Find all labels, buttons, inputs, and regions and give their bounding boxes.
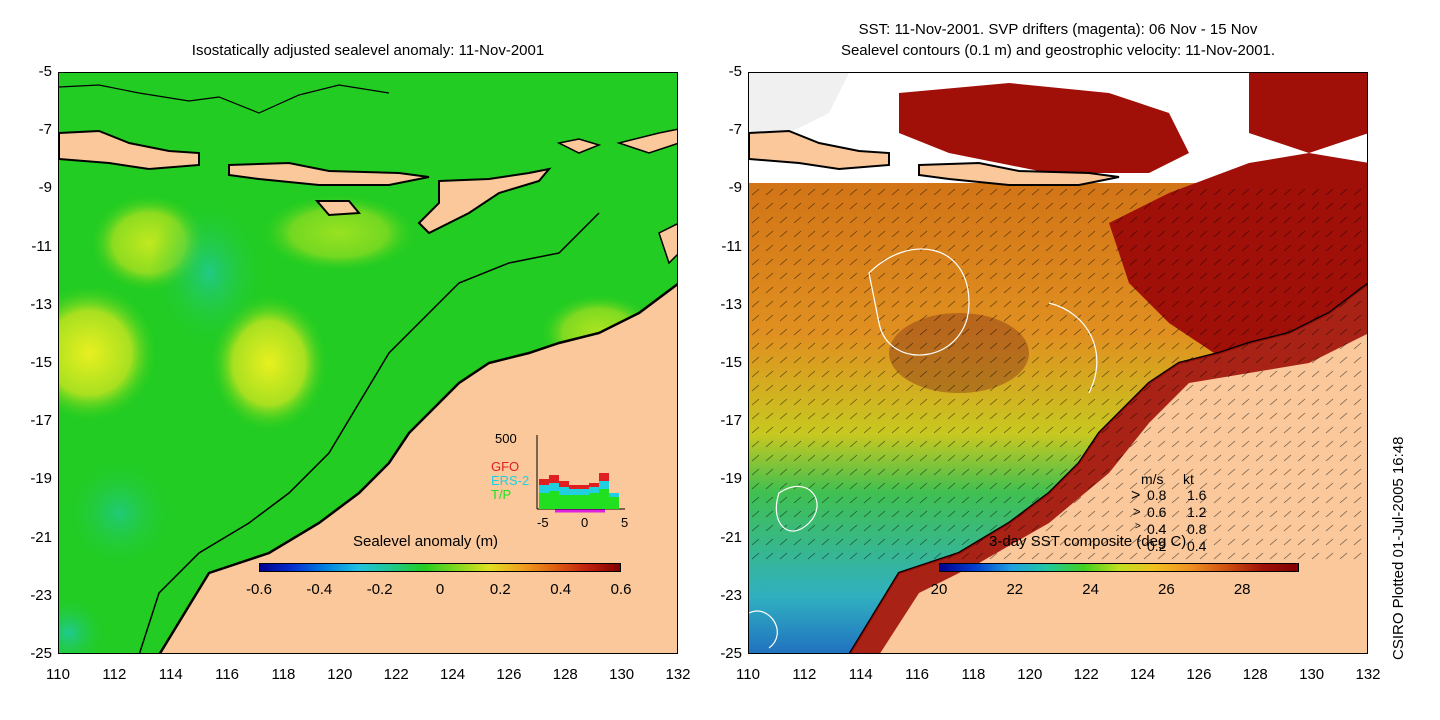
left-ytick-label: -9 (38, 179, 52, 197)
inset-legend-tp: T/P (491, 487, 512, 502)
left-ytick-label: -13 (30, 295, 52, 313)
left-panel-title: Isostatically adjusted sealevel anomaly:… (191, 42, 545, 59)
right-xtick-label: 126 (1186, 666, 1212, 683)
inset-histogram (536, 435, 625, 513)
right-xtick-label: 118 (961, 666, 986, 683)
right-colorbar (939, 563, 1299, 572)
left-ytick-label: -5 (38, 63, 52, 80)
sealevel-map-graphic (59, 73, 677, 653)
right-ytick-label: -9 (728, 179, 742, 197)
velocity-legend-kt: 1.6 (1187, 487, 1207, 503)
left-ytick-label: -7 (38, 121, 52, 139)
left-ytick-label: -17 (30, 412, 52, 430)
right-ytick-label: -25 (720, 645, 742, 662)
inset-ymax-label: 500 (495, 431, 517, 446)
left-xtick-label: 130 (609, 666, 635, 683)
velocity-legend-ms: 0.8 (1147, 487, 1167, 503)
right-xtick-label: 120 (1017, 666, 1043, 683)
velocity-legend-arrow-icon: > (1137, 538, 1142, 545)
right-ytick-label: -23 (720, 586, 742, 604)
left-xtick-label: 126 (496, 666, 522, 683)
left-colorbar-title: Sealevel anomaly (m) (353, 533, 499, 550)
right-ytick-label: -17 (720, 412, 742, 430)
left-xtick-label: 128 (552, 666, 578, 683)
right-xtick-label: 130 (1299, 666, 1325, 683)
left-ytick-label: -15 (30, 354, 52, 371)
velocity-legend-arrow-icon: > (1133, 504, 1141, 519)
left-colorbar-tick: 0.6 (610, 581, 632, 598)
left-colorbar-tick: 0 (435, 581, 445, 598)
right-xtick-label: 110 (736, 666, 760, 683)
right-xtick-label: 122 (1073, 666, 1099, 683)
velocity-legend-arrow-icon: > (1135, 521, 1141, 532)
velocity-legend-header-ms: m/s (1141, 471, 1164, 487)
left-xtick-label: 120 (327, 666, 353, 683)
right-panel-title-line1: SST: 11-Nov-2001. SVP drifters (magenta)… (858, 21, 1258, 38)
left-colorbar-tick: -0.6 (246, 581, 272, 598)
left-ytick-label: -23 (30, 586, 52, 604)
left-colorbar-tick: 0.4 (550, 581, 572, 598)
velocity-legend-arrow-icon: > (1131, 487, 1141, 504)
left-xtick-label: 114 (158, 666, 183, 683)
right-ytick-label: -13 (720, 295, 742, 313)
right-colorbar-tick: 22 (1006, 581, 1024, 598)
right-ytick-label: -19 (720, 470, 742, 488)
left-xtick-label: 116 (215, 666, 240, 683)
velocity-legend-kt: 0.4 (1187, 538, 1207, 554)
velocity-legend-ms: 0.6 (1147, 504, 1167, 520)
inset-legend-ers2: ERS-2 (491, 473, 530, 488)
right-colorbar-title: 3-day SST composite (deg C) (989, 533, 1187, 550)
left-xtick-label: 122 (383, 666, 409, 683)
right-xtick-label: 124 (1130, 666, 1156, 683)
right-xtick-label: 128 (1242, 666, 1268, 683)
left-colorbar-tick: -0.2 (366, 581, 393, 598)
velocity-legend-kt: 1.2 (1187, 504, 1207, 520)
left-xtick-label: 110 (46, 666, 70, 683)
velocity-legend: m/s kt >0.8 1.6 >0.6 1.2 >0.4 0.8 >0.2 0.4 (1127, 471, 1247, 554)
right-ytick-label: -5 (728, 63, 742, 80)
left-ytick-label: -25 (30, 645, 52, 662)
right-xtick-label: 116 (905, 666, 930, 683)
right-ytick-label: -21 (720, 528, 742, 546)
right-colorbar-tick: 26 (1158, 581, 1175, 598)
right-panel-title-line2: Sealevel contours (0.1 m) and geostrophi… (840, 42, 1276, 59)
left-xtick-label: 118 (271, 666, 296, 683)
left-xtick-label: 124 (440, 666, 466, 683)
sst-map-graphic (749, 73, 1367, 653)
left-colorbar (259, 563, 621, 572)
right-ytick-label: -7 (728, 121, 742, 139)
right-ytick-label: -15 (720, 354, 742, 371)
right-xtick-label: 132 (1355, 666, 1381, 683)
left-xtick-label: 112 (102, 666, 127, 683)
sst-map: m/s kt >0.8 1.6 >0.6 1.2 >0.4 0.8 >0.2 0.4 3-da… (748, 72, 1368, 654)
right-xtick-label: 112 (792, 666, 817, 683)
sealevel-anomaly-map: 500 GFO ERS-2 T/P -5 0 5 Sealevel anomal… (58, 72, 678, 654)
right-colorbar-tick: 20 (930, 581, 948, 598)
right-colorbar-tick: 28 (1233, 581, 1251, 598)
velocity-legend-ms: 0.4 (1147, 521, 1167, 537)
left-ytick-label: -21 (30, 528, 52, 546)
right-xtick-label: 114 (848, 666, 873, 683)
plot-credit: CSIRO Plotted 01-Jul-2005 16:48 (1390, 436, 1407, 660)
left-colorbar-tick: -0.4 (306, 581, 333, 598)
inset-xtick-neg: -5 (537, 515, 549, 530)
inset-xtick-pos: 5 (621, 515, 629, 530)
velocity-legend-ms: 0.2 (1147, 538, 1167, 554)
right-ytick-label: -11 (721, 237, 742, 255)
track-count-inset: 500 GFO ERS-2 T/P -5 0 5 (479, 429, 639, 530)
right-colorbar-tick: 24 (1082, 581, 1099, 598)
velocity-legend-kt: 0.8 (1187, 521, 1207, 537)
left-colorbar-tick: 0.2 (489, 581, 511, 598)
left-ytick-label: -19 (30, 470, 52, 488)
velocity-legend-header-kt: kt (1183, 471, 1194, 487)
inset-xtick-zero: 0 (581, 515, 589, 530)
inset-legend-gfo: GFO (491, 459, 520, 474)
left-xtick-label: 132 (665, 666, 691, 683)
left-ytick-label: -11 (31, 237, 52, 255)
